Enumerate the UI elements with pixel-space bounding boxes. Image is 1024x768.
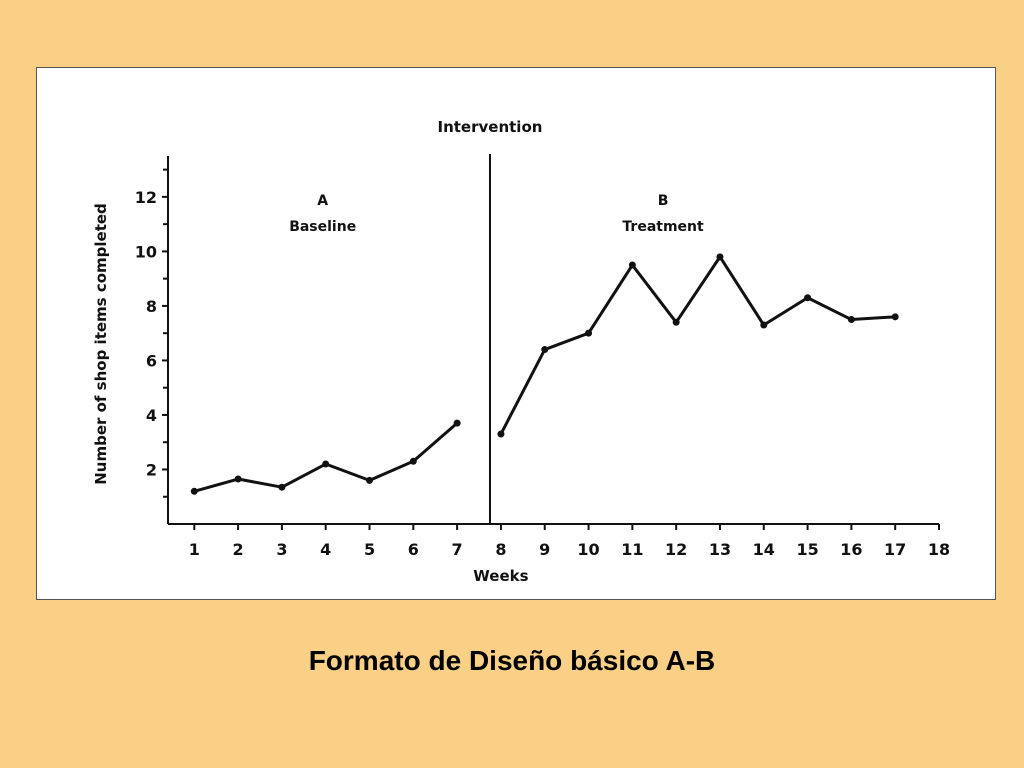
y-tick-label: 8 [146, 297, 157, 316]
figure-panel: 2 4 6 8 10 12 1 2 3 4 5 6 7 8 9 10 11 12 13 14 15 16 17 18 Inter… [36, 67, 996, 600]
y-axis-title: Number of shop items completed [92, 203, 110, 485]
data-point [628, 261, 636, 269]
phase-name: Baseline [289, 219, 356, 235]
x-tick-label: 13 [709, 540, 731, 559]
data-point [891, 313, 899, 321]
x-tick-label: 10 [577, 540, 599, 559]
x-tick-label: 7 [452, 540, 463, 559]
x-tick-label: 8 [495, 540, 506, 559]
data-point [497, 430, 505, 438]
x-tick-label: 9 [539, 540, 550, 559]
x-tick-label: 2 [233, 540, 244, 559]
series-line-phase-b [499, 255, 896, 435]
data-point [585, 329, 593, 337]
x-tick-label: 11 [621, 540, 643, 559]
series-line-phase-a [193, 422, 459, 493]
y-tick-label: 12 [135, 188, 157, 207]
data-point [847, 316, 855, 324]
data-point [672, 318, 680, 326]
data-point [716, 253, 724, 261]
x-tick-label: 14 [753, 540, 775, 559]
data-point [453, 419, 461, 427]
x-tick-label: 17 [884, 540, 906, 559]
y-tick-label: 2 [146, 460, 157, 479]
phase-letter: A [317, 193, 328, 209]
data-point [366, 476, 374, 484]
data-point [409, 457, 417, 465]
x-tick-label: 18 [928, 540, 950, 559]
data-point [322, 460, 330, 468]
x-tick-label: 16 [840, 540, 862, 559]
x-axis-title: Weeks [473, 567, 528, 585]
y-tick-label: 6 [146, 351, 157, 370]
y-tick-label: 4 [146, 406, 157, 425]
y-tick-label: 10 [135, 242, 157, 261]
data-point [760, 321, 768, 329]
data-point [541, 346, 549, 354]
phase-name: Treatment [622, 219, 704, 235]
x-tick-label: 15 [796, 540, 818, 559]
data-point [278, 483, 286, 491]
x-tick-label: 5 [364, 540, 375, 559]
x-tick-label: 12 [665, 540, 687, 559]
x-tick-label: 4 [320, 540, 331, 559]
data-point [190, 487, 198, 495]
slide-caption: Formato de Diseño básico A-B [308, 645, 716, 676]
x-tick-label: 6 [408, 540, 419, 559]
x-tick-label: 3 [276, 540, 287, 559]
phase-letter: B [658, 193, 669, 209]
data-point [804, 294, 812, 302]
data-point [234, 475, 242, 483]
chart-title: Intervention [438, 118, 543, 136]
x-tick-label: 1 [189, 540, 200, 559]
